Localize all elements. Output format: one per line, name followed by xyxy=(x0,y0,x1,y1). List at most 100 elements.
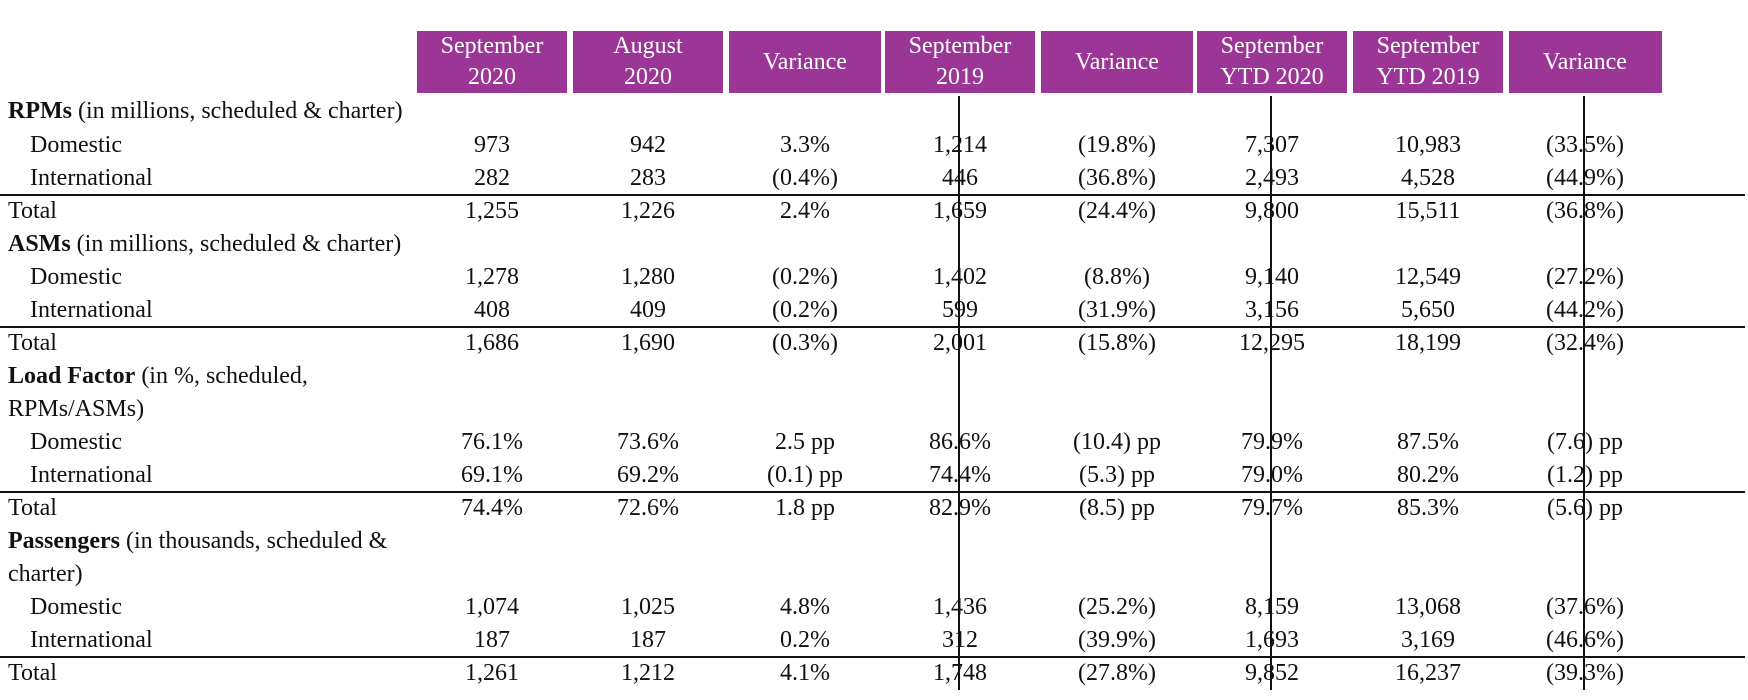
table-cell: (25.2%) xyxy=(1078,594,1156,620)
column-header-line1: Variance xyxy=(1543,48,1627,75)
section-heading-label: ASMs (in millions, scheduled & charter) xyxy=(8,228,401,261)
section-heading-label: Load Factor (in %, scheduled, xyxy=(8,360,308,393)
total-rule xyxy=(0,194,1745,196)
table-cell: 80.2% xyxy=(1397,462,1459,488)
table-cell: 82.9% xyxy=(929,495,991,521)
table-cell: 409 xyxy=(630,297,666,323)
table-cell: (31.9%) xyxy=(1078,297,1156,323)
section-heading: Load Factor (in %, scheduled, xyxy=(0,360,1748,393)
table-cell: 446 xyxy=(942,165,978,191)
table-cell: 9,140 xyxy=(1245,264,1299,290)
table-cell: 74.4% xyxy=(461,495,523,521)
table-cell: 5,650 xyxy=(1401,297,1455,323)
column-header-line1: Variance xyxy=(1075,48,1159,75)
table-cell: 973 xyxy=(474,132,510,158)
table-row: International 69.1% 69.2% (0.1) pp 74.4% (5.3… xyxy=(0,459,1748,492)
table-cell: (7.6) pp xyxy=(1547,429,1623,455)
section-subtitle: (in %, scheduled, xyxy=(135,363,308,389)
row-label: Domestic xyxy=(30,429,122,455)
column-header-text: Variance xyxy=(1543,47,1627,78)
table-row: Total 1,255 1,226 2.4% 1,659 (24.4%) 9,800 15,5… xyxy=(0,195,1748,228)
section-title: ASMs xyxy=(8,231,71,257)
column-header: Variance xyxy=(1508,31,1662,93)
table-cell: (0.4%) xyxy=(772,165,838,191)
table-cell: (33.5%) xyxy=(1546,132,1624,158)
table-cell: 187 xyxy=(474,627,510,653)
table-cell: (19.8%) xyxy=(1078,132,1156,158)
table-cell: 76.1% xyxy=(461,429,523,455)
table-cell: 18,199 xyxy=(1395,330,1461,356)
table-cell: 15,511 xyxy=(1395,198,1461,224)
table-cell: 12,549 xyxy=(1395,264,1461,290)
table-cell: 8,159 xyxy=(1245,594,1299,620)
column-separator xyxy=(1270,96,1272,690)
table-cell: (27.8%) xyxy=(1078,660,1156,686)
table-cell: 599 xyxy=(942,297,978,323)
table-cell: (0.2%) xyxy=(772,264,838,290)
table-cell: 69.2% xyxy=(617,462,679,488)
table-cell: 1,436 xyxy=(933,594,987,620)
table-cell: 1,690 xyxy=(621,330,675,356)
column-header-line1: September xyxy=(1220,33,1324,59)
table-cell: 0.2% xyxy=(780,627,830,653)
table-cell: (0.2%) xyxy=(772,297,838,323)
table-cell: 1.8 pp xyxy=(775,495,835,521)
table-cell: 73.6% xyxy=(617,429,679,455)
table-cell: 1,025 xyxy=(621,594,675,620)
table-cell: 72.6% xyxy=(617,495,679,521)
table-cell: 3.3% xyxy=(780,132,830,158)
section-title: RPMs xyxy=(8,98,72,124)
row-label: International xyxy=(30,297,153,323)
table-cell: 3,169 xyxy=(1401,627,1455,653)
section-title: Load Factor xyxy=(8,363,136,389)
column-header-line2: YTD 2019 xyxy=(1376,64,1480,90)
row-label: Total xyxy=(8,330,57,356)
table-cell: 1,074 xyxy=(465,594,519,620)
section-subtitle: (in millions, scheduled & charter) xyxy=(70,231,402,257)
column-header-text: Variance xyxy=(763,47,847,78)
table-cell: (15.8%) xyxy=(1078,330,1156,356)
section-subtitle: (in millions, scheduled & charter) xyxy=(71,98,403,124)
table-cell: (46.6%) xyxy=(1546,627,1624,653)
column-header-text: Variance xyxy=(1075,47,1159,78)
table-cell: (5.3) pp xyxy=(1079,462,1155,488)
table-cell: 1,212 xyxy=(621,660,675,686)
row-label: Total xyxy=(8,198,57,224)
table-cell: 283 xyxy=(630,165,666,191)
table-cell: 7,307 xyxy=(1245,132,1299,158)
section-heading-continued: RPMs/ASMs) xyxy=(0,393,1748,426)
column-header-text: September 2019 xyxy=(909,31,1012,93)
table-cell: 79.9% xyxy=(1241,429,1303,455)
table-row: Domestic 1,074 1,025 4.8% 1,436 (25.2%) 8,159 1… xyxy=(0,591,1748,624)
table-cell: (39.3%) xyxy=(1546,660,1624,686)
table-cell: 1,659 xyxy=(933,198,987,224)
table-cell: 4,528 xyxy=(1401,165,1455,191)
table-cell: 4.1% xyxy=(780,660,830,686)
table-cell: (24.4%) xyxy=(1078,198,1156,224)
table-cell: (44.2%) xyxy=(1546,297,1624,323)
table-cell: 86.6% xyxy=(929,429,991,455)
table-cell: 942 xyxy=(630,132,666,158)
table-row: Total 74.4% 72.6% 1.8 pp 82.9% (8.5) pp 79.7% 8… xyxy=(0,492,1748,525)
table-cell: 74.4% xyxy=(929,462,991,488)
table-row: Domestic 1,278 1,280 (0.2%) 1,402 (8.8%) 9,140… xyxy=(0,261,1748,294)
column-header-line2: 2020 xyxy=(624,64,672,90)
column-header: September 2019 xyxy=(885,31,1035,93)
table-cell: 408 xyxy=(474,297,510,323)
table-cell: 3,156 xyxy=(1245,297,1299,323)
section-heading: ASMs (in millions, scheduled & charter) xyxy=(0,228,1748,261)
column-header-line1: August xyxy=(613,33,683,59)
table-cell: 13,068 xyxy=(1395,594,1461,620)
column-header: Variance xyxy=(729,31,881,93)
section-heading: RPMs (in millions, scheduled & charter) xyxy=(0,95,1748,128)
table-row: Domestic 973 942 3.3% 1,214 (19.8%) 7,307 10,98… xyxy=(0,129,1748,162)
table-cell: (39.9%) xyxy=(1078,627,1156,653)
column-header-line1: Variance xyxy=(763,48,847,75)
row-label: Total xyxy=(8,495,57,521)
table-cell: (8.8%) xyxy=(1084,264,1150,290)
table-cell: 282 xyxy=(474,165,510,191)
table-cell: 2,493 xyxy=(1245,165,1299,191)
column-header: September 2020 xyxy=(417,31,567,93)
table-cell: 1,261 xyxy=(465,660,519,686)
column-header-line1: September xyxy=(908,33,1012,59)
